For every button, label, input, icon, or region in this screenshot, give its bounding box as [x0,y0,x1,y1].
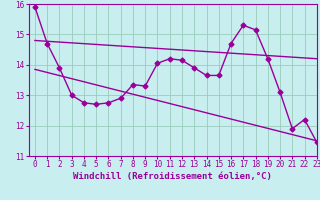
X-axis label: Windchill (Refroidissement éolien,°C): Windchill (Refroidissement éolien,°C) [73,172,272,181]
